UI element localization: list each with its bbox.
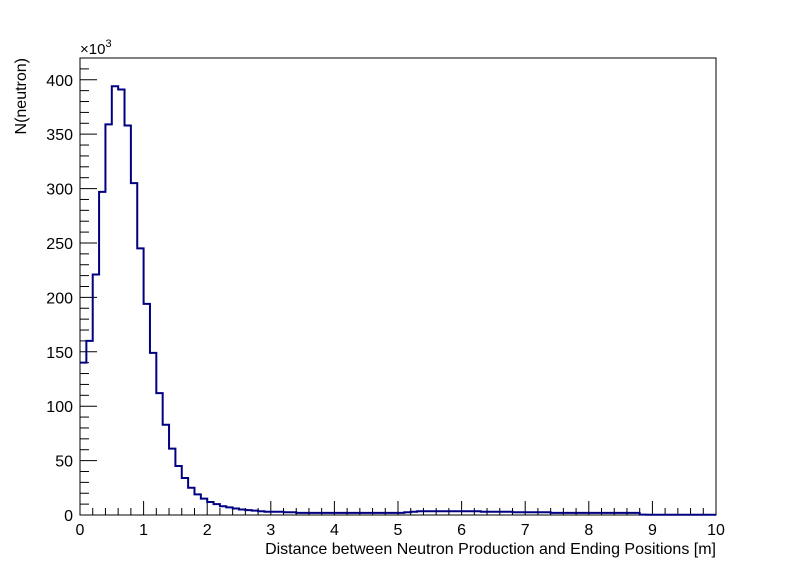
y-tick-label: 250 [46, 236, 73, 253]
x-tick-label: 10 [707, 522, 725, 539]
histogram-line [80, 85, 716, 516]
x-tick-label: 0 [76, 522, 85, 539]
x-tick-label: 1 [139, 522, 148, 539]
x-tick-label: 7 [521, 522, 530, 539]
y-multiplier-exponent: 3 [105, 38, 111, 50]
y-tick-label: 100 [46, 399, 73, 416]
y-tick-label: 200 [46, 290, 73, 307]
x-tick-label: 6 [457, 522, 466, 539]
x-tick-label: 9 [648, 522, 657, 539]
y-axis-title: N(neutron) [13, 58, 30, 134]
y-tick-label: 50 [55, 454, 73, 471]
y-multiplier-base: ×10 [80, 41, 105, 58]
y-axis: 0 50 100 150 200 250 300 350 400 [46, 57, 97, 525]
x-tick-label: 8 [584, 522, 593, 539]
y-tick-label: 300 [46, 182, 73, 199]
x-axis: 0 1 2 3 4 5 6 7 8 9 10 [76, 501, 725, 539]
y-tick-label: 150 [46, 345, 73, 362]
x-tick-label: 3 [266, 522, 275, 539]
x-tick-label: 2 [203, 522, 212, 539]
plot-frame [79, 57, 717, 516]
y-tick-label: 350 [46, 127, 73, 144]
y-tick-label: 0 [64, 508, 73, 525]
x-axis-title: Distance between Neutron Production and … [265, 541, 716, 558]
y-multiplier-label: ×103 [80, 38, 112, 58]
x-tick-label: 5 [394, 522, 403, 539]
x-tick-label: 4 [330, 522, 339, 539]
y-tick-label: 400 [46, 73, 73, 90]
